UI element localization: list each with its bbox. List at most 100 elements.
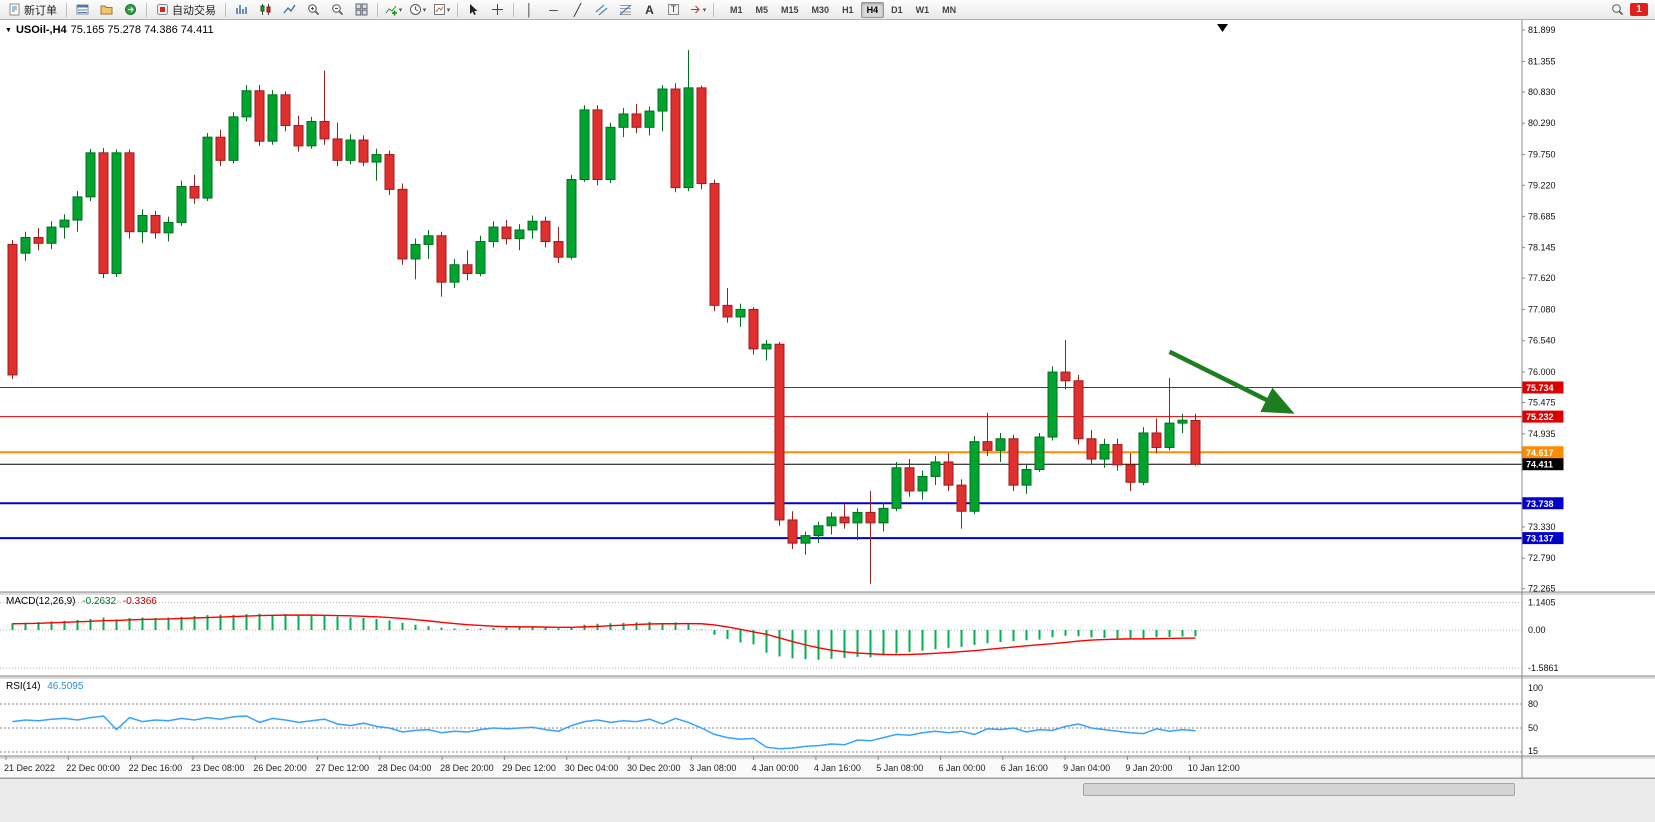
time-axis[interactable]: 21 Dec 2022 22 Dec 00:00 22 Dec 16:00 23 De… bbox=[4, 756, 1240, 773]
rsi-panel bbox=[0, 703, 1522, 753]
fibonacci-tool-button[interactable] bbox=[614, 0, 637, 19]
text-tool-button[interactable]: A bbox=[638, 0, 661, 19]
market-watch-icon bbox=[76, 4, 89, 15]
zoom-out-button[interactable] bbox=[326, 0, 349, 19]
chart-end-marker bbox=[1217, 24, 1228, 32]
svg-text:50: 50 bbox=[1528, 723, 1538, 733]
arrow-tools-button[interactable]: ▾ bbox=[686, 0, 709, 19]
macd-signal-value: -0.3366 bbox=[122, 596, 157, 607]
svg-text:77.080: 77.080 bbox=[1528, 304, 1556, 314]
vertical-line-icon: │ bbox=[525, 2, 534, 17]
macd-panel bbox=[0, 602, 1522, 669]
horizontal-line-icon: ─ bbox=[549, 2, 558, 17]
clock-icon bbox=[409, 4, 421, 15]
timeframe-button-M1[interactable]: M1 bbox=[730, 4, 743, 15]
macd-indicator-label: MACD(12,26,9) -0.2632 -0.3366 bbox=[6, 596, 157, 607]
cursor-button[interactable] bbox=[462, 0, 485, 19]
svg-text:73.330: 73.330 bbox=[1528, 522, 1556, 532]
rsi-name: RSI(14) bbox=[6, 681, 41, 692]
svg-text:80: 80 bbox=[1528, 699, 1538, 709]
chart-title: ▼ USOil-,H4 75.165 75.278 74.386 74.411 bbox=[5, 24, 214, 36]
indicators-button[interactable]: ▾ bbox=[382, 0, 405, 19]
svg-text:22 Dec 16:00: 22 Dec 16:00 bbox=[129, 763, 183, 773]
rsi-indicator-label: RSI(14) 46.5095 bbox=[6, 681, 83, 692]
svg-text:23 Dec 08:00: 23 Dec 08:00 bbox=[191, 763, 245, 773]
label-tool-button[interactable]: T bbox=[662, 0, 685, 19]
channel-tool-button[interactable] bbox=[590, 0, 613, 19]
macd-name: MACD(12,26,9) bbox=[6, 596, 76, 607]
bar-chart-button[interactable] bbox=[230, 0, 253, 19]
vertical-line-tool-button[interactable]: │ bbox=[518, 0, 541, 19]
svg-text:80.290: 80.290 bbox=[1528, 118, 1556, 128]
svg-text:77.620: 77.620 bbox=[1528, 273, 1556, 283]
tile-windows-button[interactable] bbox=[350, 0, 373, 19]
svg-text:5 Jan 08:00: 5 Jan 08:00 bbox=[876, 763, 923, 773]
svg-text:74.935: 74.935 bbox=[1528, 429, 1556, 439]
dropdown-caret-icon: ▾ bbox=[446, 6, 451, 14]
line-chart-button[interactable] bbox=[278, 0, 301, 19]
symbol-dropdown-icon[interactable]: ▼ bbox=[5, 26, 12, 34]
svg-text:6 Jan 16:00: 6 Jan 16:00 bbox=[1001, 763, 1048, 773]
svg-text:72.265: 72.265 bbox=[1528, 584, 1556, 594]
svg-text:6 Jan 00:00: 6 Jan 00:00 bbox=[939, 763, 986, 773]
text-icon: A bbox=[645, 2, 654, 17]
dropdown-caret-icon: ▾ bbox=[422, 6, 427, 14]
auto-trading-label: 自动交易 bbox=[172, 4, 216, 17]
candlesticks bbox=[7, 50, 1201, 584]
templates-button[interactable]: ▾ bbox=[430, 0, 453, 19]
horizontal-line-tool-button[interactable]: ─ bbox=[542, 0, 565, 19]
timeframe-button-M30[interactable]: M30 bbox=[811, 4, 830, 15]
zoom-in-icon bbox=[308, 4, 320, 16]
price-axis-tags: 75.734 75.232 74.617 74.411 73.738 73.137 bbox=[1522, 381, 1564, 545]
navigator-button[interactable] bbox=[95, 0, 118, 19]
crosshair-button[interactable] bbox=[486, 0, 509, 19]
timeframe-button-H4[interactable]: H4 bbox=[860, 1, 885, 18]
svg-text:78.685: 78.685 bbox=[1528, 211, 1556, 221]
svg-text:-1.5861: -1.5861 bbox=[1528, 663, 1559, 673]
line-chart-icon bbox=[283, 4, 296, 14]
svg-text:80.830: 80.830 bbox=[1528, 87, 1556, 97]
auto-trading-button[interactable]: 自动交易 bbox=[151, 0, 221, 19]
svg-text:9 Jan 20:00: 9 Jan 20:00 bbox=[1125, 763, 1172, 773]
timeframe-button-M5[interactable]: M5 bbox=[755, 4, 769, 15]
svg-text:29 Dec 12:00: 29 Dec 12:00 bbox=[502, 763, 556, 773]
terminal-button[interactable] bbox=[119, 0, 142, 19]
new-order-button[interactable]: 新订单 bbox=[3, 0, 62, 19]
template-icon bbox=[433, 4, 445, 15]
svg-text:79.750: 79.750 bbox=[1528, 150, 1556, 160]
svg-text:100: 100 bbox=[1528, 683, 1543, 693]
price-axis[interactable]: 81.899 81.355 80.830 80.290 79.750 79.220 78.6… bbox=[1521, 20, 1559, 778]
market-watch-button[interactable] bbox=[71, 0, 94, 19]
timeframe-button-M15[interactable]: M15 bbox=[781, 4, 799, 15]
notification-badge[interactable]: 1 bbox=[1630, 3, 1648, 16]
horizontal-scrollbar[interactable] bbox=[0, 778, 1655, 822]
candlestick-chart-button[interactable] bbox=[254, 0, 277, 19]
trendline-tool-button[interactable]: ╱ bbox=[566, 0, 589, 19]
annotation-arrow[interactable] bbox=[1168, 349, 1295, 414]
horizontal-scrollbar-thumb[interactable] bbox=[1083, 783, 1515, 796]
timeframe-button-MN[interactable]: MN bbox=[942, 4, 957, 15]
svg-text:15: 15 bbox=[1528, 746, 1538, 756]
svg-text:75.475: 75.475 bbox=[1528, 398, 1556, 408]
main-toolbar: 新订单 自动交易 ▾ ▾ ▾ bbox=[0, 0, 1655, 20]
svg-text:79.220: 79.220 bbox=[1528, 180, 1556, 190]
periods-button[interactable]: ▾ bbox=[406, 0, 429, 19]
svg-text:27 Dec 12:00: 27 Dec 12:00 bbox=[316, 763, 370, 773]
toolbar-separator bbox=[66, 2, 67, 17]
timeframe-button-D1[interactable]: D1 bbox=[891, 4, 903, 15]
arrow-tool-icon bbox=[690, 5, 700, 14]
search-button[interactable] bbox=[1606, 0, 1629, 19]
svg-text:81.899: 81.899 bbox=[1528, 25, 1556, 35]
zoom-in-button[interactable] bbox=[302, 0, 325, 19]
toolbar-separator bbox=[457, 2, 458, 17]
svg-text:3 Jan 08:00: 3 Jan 08:00 bbox=[689, 763, 736, 773]
candlestick-chart-icon bbox=[260, 4, 271, 15]
trendline-icon: ╱ bbox=[573, 2, 582, 17]
timeframe-button-W1[interactable]: W1 bbox=[915, 4, 930, 15]
timeframe-button-H1[interactable]: H1 bbox=[842, 4, 854, 15]
tile-windows-icon bbox=[355, 3, 368, 16]
horizontal-price-lines[interactable] bbox=[0, 386, 1522, 540]
search-icon bbox=[1612, 4, 1624, 16]
svg-text:74.617: 74.617 bbox=[1526, 448, 1554, 458]
